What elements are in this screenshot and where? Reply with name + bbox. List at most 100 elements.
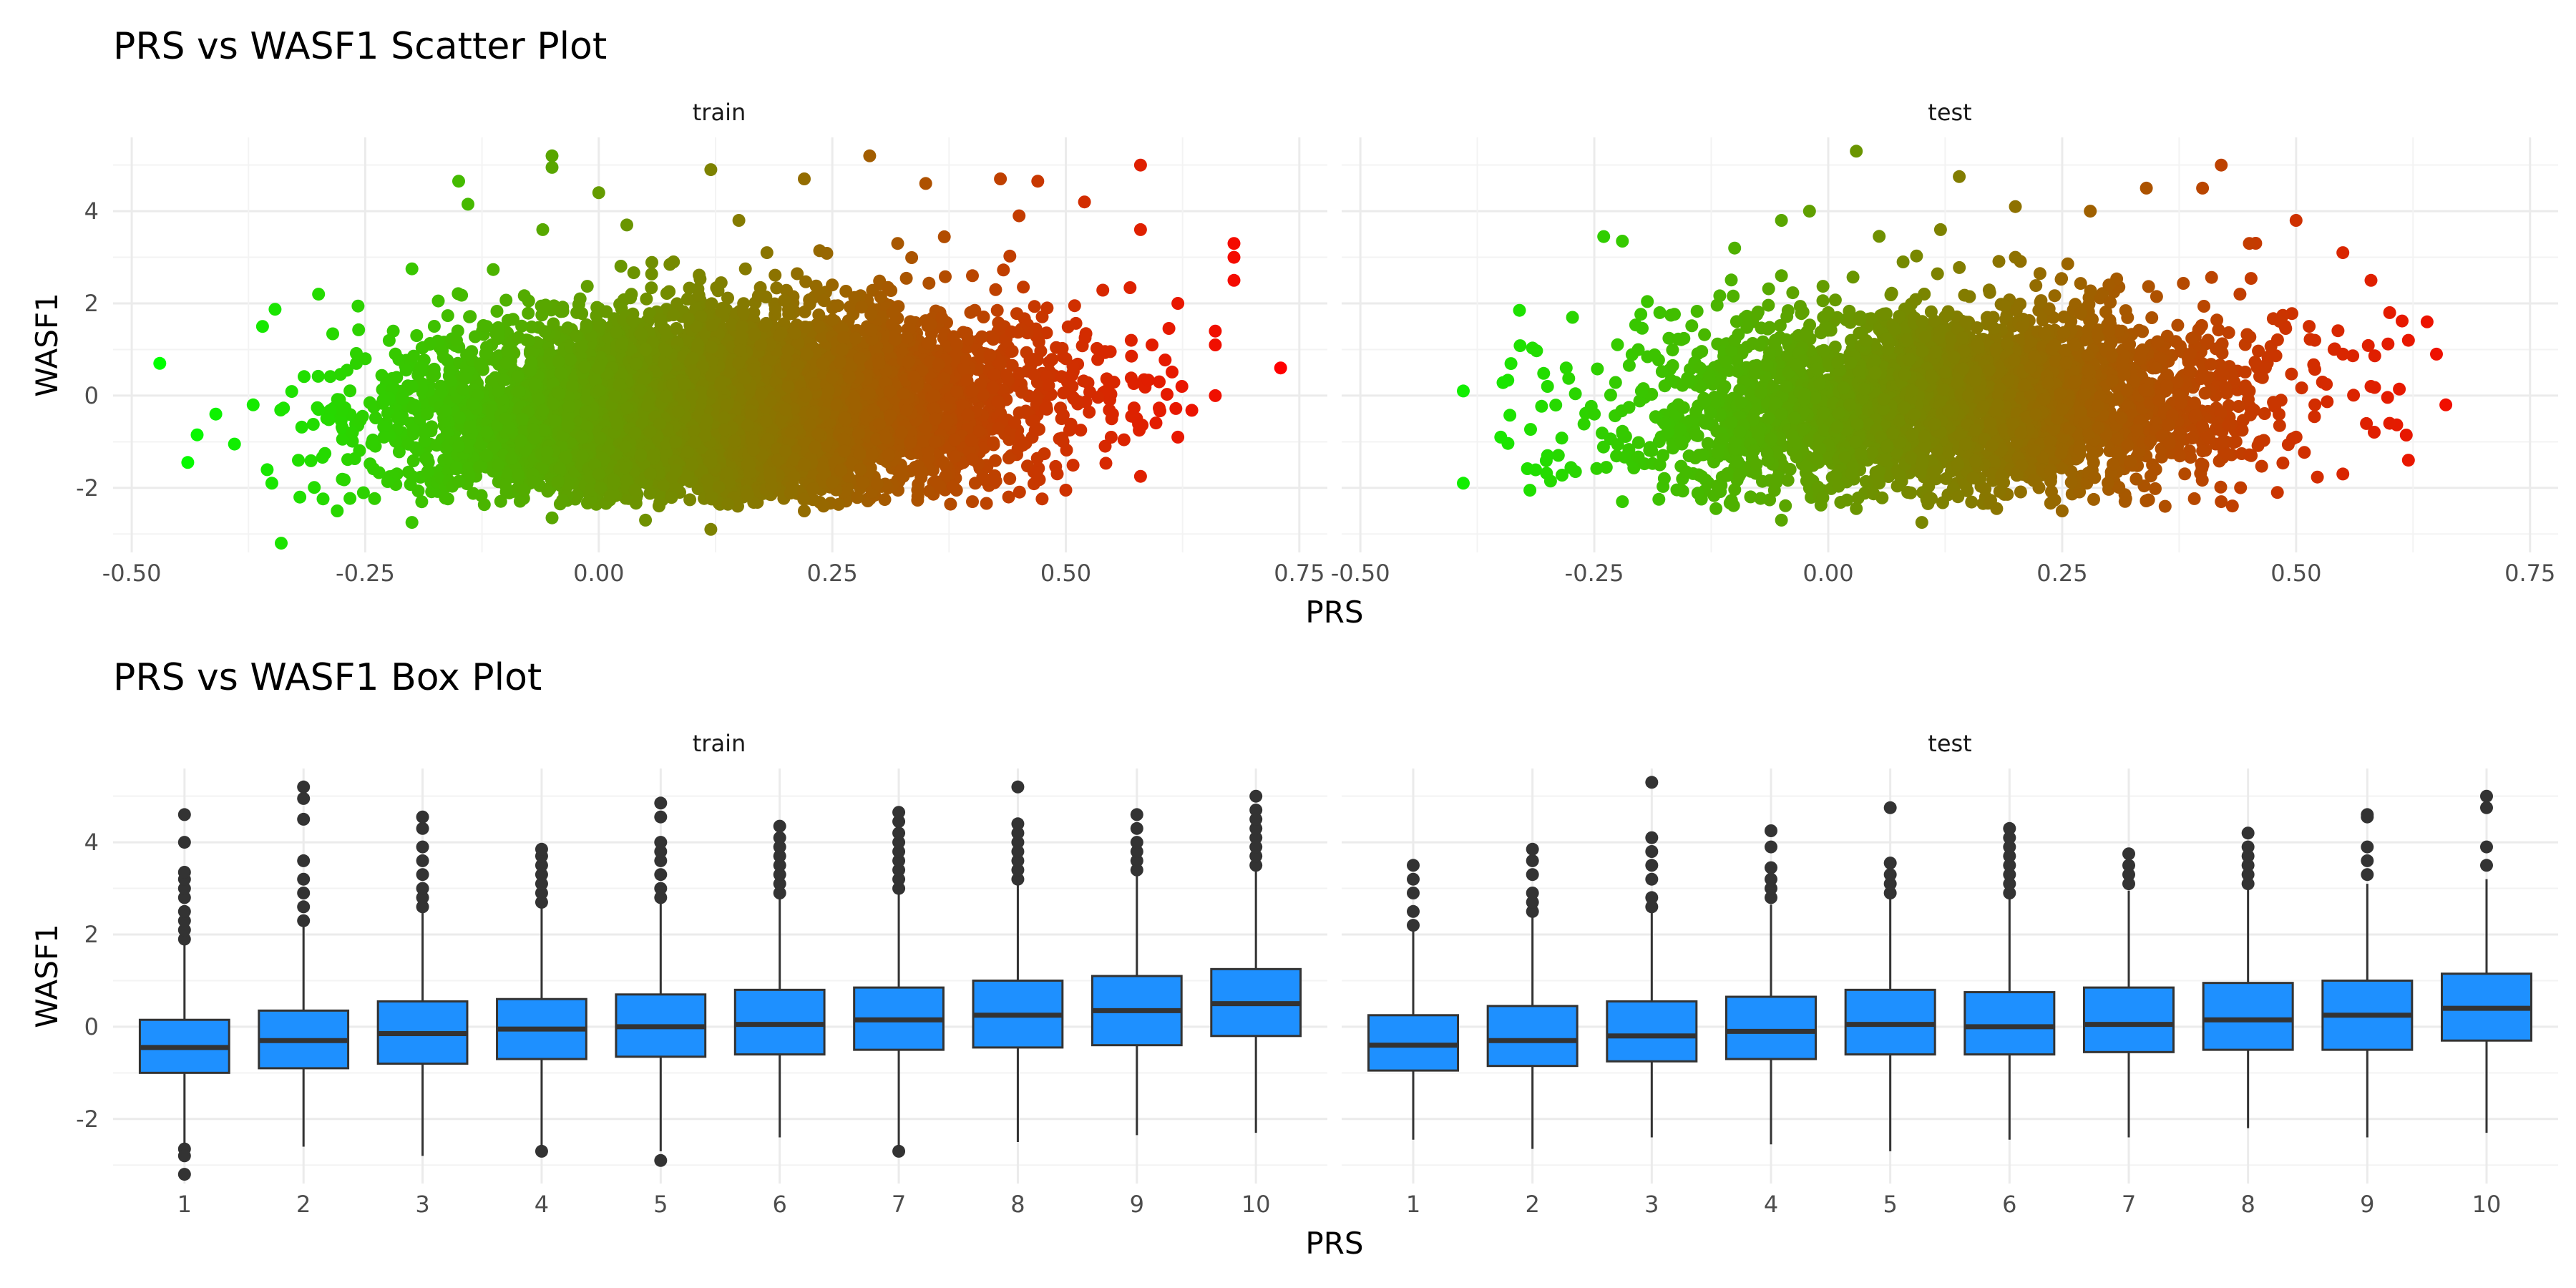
scatter-point <box>427 320 441 333</box>
scatter-point <box>1146 338 1158 352</box>
scatter-point <box>640 292 653 306</box>
scatter-x-tick-label: -0.25 <box>336 560 395 587</box>
scatter-point <box>1166 365 1179 379</box>
scatter-point <box>922 276 936 290</box>
scatter-point <box>1003 249 1017 263</box>
scatter-point <box>490 305 504 318</box>
scatter-point <box>391 411 404 424</box>
box-x-tick-label: 1 <box>177 1191 192 1218</box>
scatter-point <box>368 492 381 505</box>
scatter-point <box>1040 326 1053 340</box>
box-x-tick-label: 1 <box>1406 1191 1420 1218</box>
scatter-point <box>464 310 477 323</box>
scatter-point <box>356 409 369 423</box>
scatter-point <box>260 463 274 477</box>
scatter-point <box>1010 307 1023 321</box>
scatter-point <box>441 309 454 323</box>
scatter-point <box>738 262 752 275</box>
scatter-point <box>1050 467 1064 481</box>
scatter-y-tick-label: 2 <box>84 290 99 317</box>
scatter-point <box>1035 492 1049 506</box>
scatter-point <box>538 325 552 338</box>
scatter-point <box>1077 374 1091 388</box>
box-x-tick-label: 5 <box>1883 1191 1897 1218</box>
box-y-tick-label: -2 <box>76 1106 99 1133</box>
scatter-point <box>326 327 339 341</box>
scatter-point <box>770 281 784 295</box>
box-x-tick-label: 6 <box>773 1191 787 1218</box>
box-x-tick-label: 3 <box>415 1191 429 1218</box>
scatter-point <box>987 436 1000 449</box>
scatter-point <box>547 317 560 331</box>
scatter-y-tick-label: -2 <box>76 474 99 502</box>
scatter-point <box>692 288 706 302</box>
scatter-point <box>401 465 415 479</box>
box-x-tick-label: 3 <box>1644 1191 1659 1218</box>
scatter-point <box>927 388 940 401</box>
scatter-point <box>1123 281 1137 294</box>
scatter-point <box>1175 380 1189 393</box>
scatter-point <box>467 487 480 500</box>
scatter-point <box>522 306 535 320</box>
scatter-x-tick-label: 0.50 <box>2270 560 2321 587</box>
scatter-point <box>439 404 452 418</box>
scatter-point <box>308 481 321 494</box>
scatter-point <box>614 260 628 273</box>
scatter-point <box>791 267 804 280</box>
scatter-point <box>1185 404 1199 417</box>
scatter-point <box>997 263 1010 277</box>
box-x-tick-label: 2 <box>1525 1191 1539 1218</box>
scatter-point <box>390 371 404 384</box>
scatter-point <box>769 268 782 282</box>
scatter-point <box>311 369 325 383</box>
scatter-point <box>306 418 320 431</box>
box-x-tick-label: 7 <box>892 1191 906 1218</box>
scatter-x-tick-label: 0.25 <box>2036 560 2087 587</box>
scatter-x-tick-label: -0.50 <box>1331 560 1390 587</box>
scatter-point <box>381 406 394 420</box>
scatter-point <box>721 291 734 305</box>
box-x-tick-label: 10 <box>1241 1191 1271 1218</box>
scatter-point <box>364 457 377 471</box>
box-x-tick-label: 10 <box>2472 1191 2502 1218</box>
scatter-point <box>944 497 957 511</box>
scatter-point <box>1083 405 1096 419</box>
scatter-point <box>1066 459 1080 472</box>
box-x-tick-label: 8 <box>1010 1191 1025 1218</box>
box-x-tick-label: 7 <box>2122 1191 2136 1218</box>
scatter-point <box>899 271 913 285</box>
scatter-x-tick-label: 0.75 <box>1274 560 1324 587</box>
scatter-point <box>356 486 370 499</box>
scatter-point <box>392 445 406 459</box>
scatter-point <box>1158 353 1172 367</box>
scatter-point <box>894 464 908 477</box>
scatter-y-tick-label: 4 <box>84 197 99 225</box>
scatter-point <box>343 492 357 505</box>
scatter-point <box>343 384 357 398</box>
scatter-point <box>352 323 366 336</box>
scatter-point <box>799 275 813 288</box>
scatter-point <box>268 303 282 316</box>
scatter-point <box>1117 433 1131 447</box>
scatter-point <box>1125 349 1138 363</box>
scatter-point <box>968 477 982 490</box>
box-x-tick-label: 6 <box>2002 1191 2016 1218</box>
scatter-point <box>298 370 311 384</box>
scatter-point <box>418 426 431 440</box>
box-y-tick-label: 4 <box>84 829 99 856</box>
scatter-x-tick-label: 0.00 <box>573 560 624 587</box>
box-x-tick-label: 8 <box>2240 1191 2255 1218</box>
scatter-point <box>1068 299 1081 313</box>
box-x-tick-label: 9 <box>2360 1191 2374 1218</box>
box-x-tick-label: 2 <box>296 1191 311 1218</box>
scatter-x-tick-label: 0.25 <box>807 560 858 587</box>
scatter-point <box>517 289 531 303</box>
scatter-point <box>670 297 684 311</box>
scatter-point <box>990 303 1004 317</box>
scatter-point <box>561 321 575 335</box>
scatter-point <box>988 454 1002 467</box>
scatter-point <box>1002 452 1015 464</box>
scatter-point <box>1127 377 1141 390</box>
scatter-point <box>645 281 658 295</box>
